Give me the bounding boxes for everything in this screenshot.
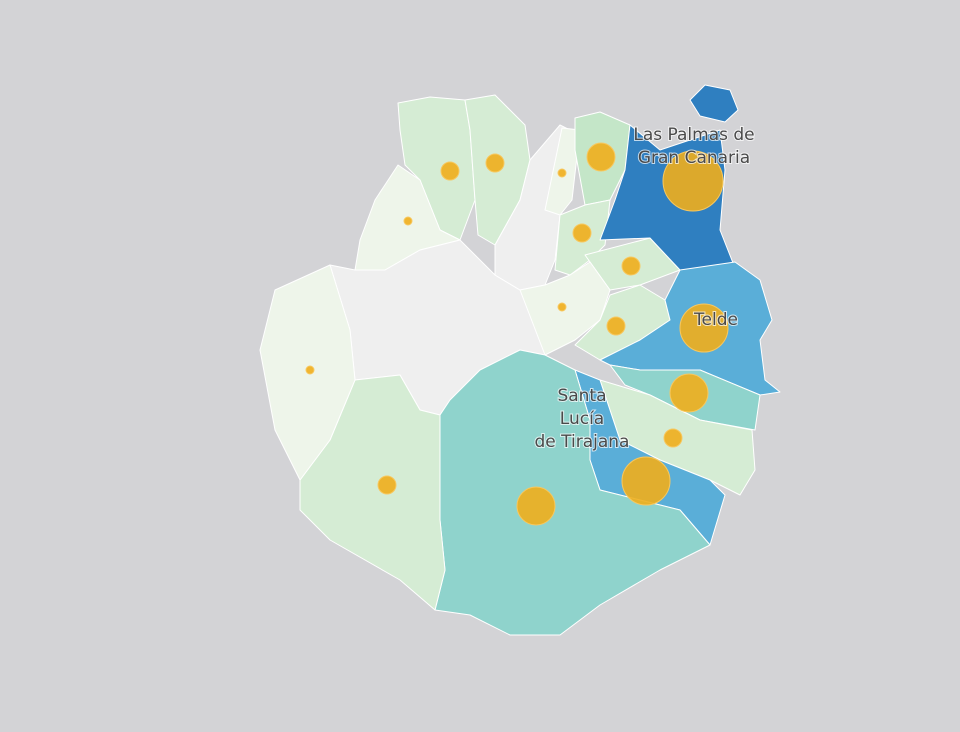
place-label: Lucía — [560, 409, 604, 429]
bubble — [662, 150, 724, 212]
place-label: Las Palmas de — [633, 125, 754, 145]
municipality — [299, 374, 446, 611]
labels: Las Palmas de Gran Canaria Telde Santa L… — [534, 124, 756, 453]
place-label: de Tirajana — [535, 432, 630, 452]
bubble — [572, 223, 592, 243]
bubble — [679, 303, 729, 353]
place-label: Santa — [557, 386, 606, 406]
bubble — [377, 475, 397, 495]
bubbles — [305, 142, 729, 526]
bubble — [440, 161, 460, 181]
place-label: Telde — [693, 310, 738, 330]
bubble — [403, 216, 413, 226]
bubble — [485, 153, 505, 173]
municipality — [689, 84, 739, 123]
bubble — [663, 428, 683, 448]
place-label: Gran Canaria — [638, 148, 750, 168]
bubble — [516, 486, 556, 526]
municipalities — [259, 84, 781, 636]
bubble — [586, 142, 616, 172]
bubble — [557, 302, 567, 312]
bubble — [557, 168, 567, 178]
bubble — [621, 256, 641, 276]
bubble — [606, 316, 626, 336]
bubble — [305, 365, 315, 375]
bubble — [669, 373, 709, 413]
bubble — [621, 456, 671, 506]
